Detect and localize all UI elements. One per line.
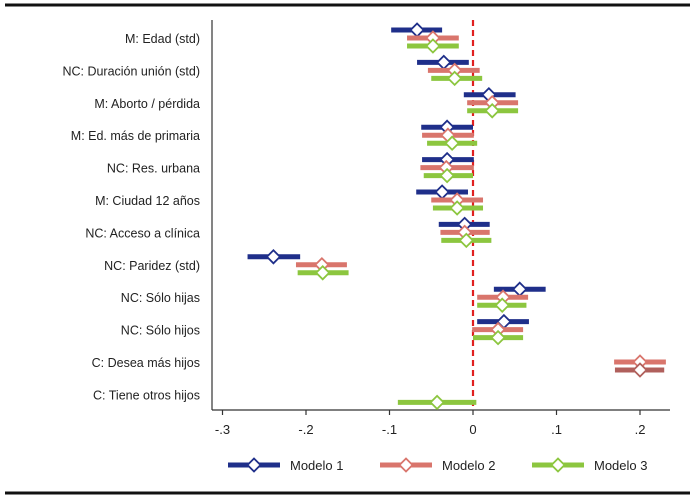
estimate-marker-modelo-3 xyxy=(458,232,475,249)
estimate-marker-modelo-3 xyxy=(632,362,648,378)
estimate-marker-modelo-1 xyxy=(265,249,282,265)
y-tick-label: M: Ciudad 12 años xyxy=(95,194,200,208)
y-tick-label: NC: Duración unión (std) xyxy=(62,64,200,78)
y-tick-label: C: Desea más hijos xyxy=(92,356,200,370)
legend-label: Modelo 3 xyxy=(594,458,647,473)
estimate-marker-modelo-3 xyxy=(444,135,460,151)
legend-marker-modelo-3 xyxy=(550,457,566,473)
estimate-marker-modelo-3 xyxy=(314,265,331,281)
y-tick-label: NC: Sólo hijos xyxy=(121,324,200,338)
y-tick-label: NC: Sólo hijas xyxy=(121,291,200,305)
estimate-marker-modelo-1 xyxy=(436,54,452,71)
y-tick-label: M: Edad (std) xyxy=(125,32,200,46)
legend-marker-modelo-2 xyxy=(398,457,414,473)
estimate-marker-modelo-3 xyxy=(446,70,463,87)
estimate-marker-modelo-3 xyxy=(449,200,465,216)
x-tick-label: .2 xyxy=(635,422,646,437)
y-tick-label: NC: Paridez (std) xyxy=(104,259,200,273)
x-tick-label: -.2 xyxy=(298,422,313,437)
legend-marker-modelo-1 xyxy=(246,457,262,473)
y-tick-label: NC: Res. urbana xyxy=(107,162,200,176)
estimate-marker-modelo-1 xyxy=(511,281,528,297)
y-tick-label: M: Ed. más de primaria xyxy=(71,129,200,143)
estimate-marker-modelo-1 xyxy=(409,22,425,38)
legend-label: Modelo 2 xyxy=(442,458,495,473)
y-tick-label: C: Tiene otros hijos xyxy=(93,388,200,402)
estimate-marker-modelo-3 xyxy=(484,103,500,119)
legend-label: Modelo 1 xyxy=(290,458,343,473)
estimate-marker-modelo-3 xyxy=(425,38,441,54)
x-tick-label: 0 xyxy=(469,422,476,437)
y-tick-label: M: Aborto / pérdida xyxy=(94,97,200,111)
x-tick-label: -.3 xyxy=(215,422,230,437)
estimate-marker-modelo-1 xyxy=(434,184,450,200)
x-tick-label: -.1 xyxy=(382,422,397,437)
estimate-marker-modelo-3 xyxy=(429,394,445,411)
estimate-marker-modelo-3 xyxy=(490,329,506,346)
estimate-marker-modelo-3 xyxy=(494,297,510,313)
y-tick-label: NC: Acceso a clínica xyxy=(85,226,200,240)
x-tick-label: .1 xyxy=(551,422,562,437)
estimate-marker-modelo-3 xyxy=(439,167,455,184)
